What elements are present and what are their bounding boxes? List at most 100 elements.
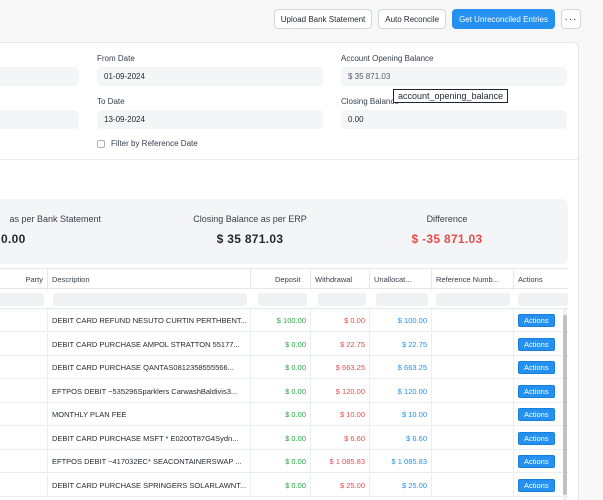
from-date-label: From Date [97, 54, 135, 63]
reference-cell [432, 309, 514, 332]
from-date-input[interactable]: 01-09-2024 [97, 67, 323, 86]
actions-filter-input[interactable] [518, 293, 568, 306]
unallocated-filter-input[interactable] [376, 293, 428, 306]
description-cell: DEBIT CARD PURCHASE AMPOL STRATTON 55177… [48, 332, 251, 356]
row-actions-button[interactable]: Actions [518, 314, 555, 327]
reference-cell [432, 403, 514, 426]
column-header-description[interactable]: Description [48, 269, 251, 290]
to-date-input[interactable]: 13-09-2024 [97, 110, 323, 129]
table-row[interactable]: DEBIT CARD PURCHASE MSFT * E0200T87G4Syd… [0, 426, 568, 450]
ellipsis-icon: ··· [564, 13, 578, 25]
table-row[interactable]: EFTPOS DEBIT ~535296Sparklers CarwashBal… [0, 379, 568, 403]
description-cell: DEBIT CARD PURCHASE SPRINGERS SOLARLAWNT… [48, 473, 251, 497]
withdrawal-cell: $ 120.00 [311, 379, 370, 403]
closing-balance-input[interactable]: 0.00 [341, 110, 567, 129]
column-header-withdrawal[interactable]: Withdrawal [311, 269, 370, 290]
deposit-cell: $ 0.00 [251, 473, 311, 497]
filter-by-reference-date-checkbox[interactable] [97, 139, 105, 148]
unallocated-cell: $ 1 085.83 [370, 450, 432, 473]
withdrawal-cell: $ 0.00 [311, 309, 370, 332]
actions-cell: Actions [514, 356, 568, 379]
row-actions-button[interactable]: Actions [518, 361, 555, 374]
party-cell [0, 450, 48, 473]
reference-filter-input[interactable] [436, 293, 510, 306]
deposit-cell: $ 0.00 [251, 403, 311, 426]
withdrawal-cell: $ 6.60 [311, 426, 370, 450]
party-cell [0, 379, 48, 403]
unallocated-cell: $ 663.25 [370, 356, 432, 379]
reference-cell [432, 450, 514, 473]
row-actions-button[interactable]: Actions [518, 478, 555, 492]
withdrawal-cell: $ 10.00 [311, 403, 370, 426]
deposit-cell: $ 0.00 [251, 450, 311, 473]
description-cell: EFTPOS DEBIT ~535296Sparklers CarwashBal… [48, 379, 251, 403]
table-row[interactable]: DEBIT CARD REFUND NESUTO CURTIN PERTHBEN… [0, 309, 568, 332]
table-row[interactable]: DEBIT CARD PURCHASE QANTAS0812358555566.… [0, 356, 568, 379]
column-header-party[interactable]: Party [0, 269, 48, 290]
unallocated-cell: $ 10.00 [370, 403, 432, 426]
get-unreconciled-entries-button[interactable]: Get Unreconciled Entries [452, 9, 555, 29]
column-header-deposit[interactable]: Deposit [251, 269, 311, 290]
row-actions-button[interactable]: Actions [518, 408, 555, 421]
to-date-label: To Date [97, 97, 125, 106]
company-field[interactable] [0, 110, 79, 129]
row-actions-button[interactable]: Actions [518, 337, 555, 351]
bank-account-field[interactable] [0, 67, 79, 86]
actions-cell: Actions [514, 474, 568, 497]
column-header-reference[interactable]: Reference Numb... [432, 269, 514, 290]
party-cell [0, 426, 48, 450]
erp-balance-value: $ 35 871.03 [216, 232, 284, 246]
bank-balance-label: as per Bank Statement [9, 214, 101, 224]
auto-reconcile-button[interactable]: Auto Reconcile [378, 9, 447, 29]
actions-cell: Actions [514, 309, 568, 332]
filter-by-reference-date[interactable]: Filter by Reference Date [97, 139, 198, 148]
bank-reconciliation-card: From Date 01-09-2024 To Date 13-09-2024 … [0, 42, 579, 500]
withdrawal-cell: $ 663.25 [311, 356, 370, 379]
withdrawal-filter-input[interactable] [318, 293, 366, 306]
party-cell [0, 332, 48, 356]
page-toolbar: Upload Bank Statement Auto Reconcile Get… [273, 9, 581, 29]
party-cell [0, 403, 48, 426]
deposit-cell: $ 100.00 [251, 309, 311, 332]
opening-balance-label: Account Opening Balance [341, 54, 434, 63]
table-header: Party Description Deposit Withdrawal Una… [0, 268, 568, 290]
actions-cell: Actions [514, 333, 568, 356]
description-cell: DEBIT CARD PURCHASE MSFT * E0200T87G4Syd… [48, 426, 251, 450]
party-cell [0, 309, 48, 332]
unallocated-cell: $ 22.75 [370, 332, 432, 356]
deposit-filter-input[interactable] [258, 293, 307, 306]
description-cell: DEBIT CARD PURCHASE QANTAS0812358555566.… [48, 356, 251, 379]
more-options-button[interactable]: ··· [561, 9, 581, 29]
erp-closing-balance: Closing Balance as per ERP $ 35 871.03 [175, 214, 325, 246]
table-row[interactable]: MONTHLY PLAN FEE $ 0.00 $ 10.00 $ 10.00 Acti… [0, 403, 568, 426]
row-actions-button[interactable]: Actions [518, 431, 555, 445]
column-header-unallocated[interactable]: Unallocat... [370, 269, 432, 290]
filter-by-reference-date-label: Filter by Reference Date [111, 139, 198, 148]
actions-cell: Actions [514, 403, 568, 426]
withdrawal-cell: $ 22.75 [311, 332, 370, 356]
column-header-actions: Actions [518, 275, 543, 284]
party-filter-input[interactable] [0, 293, 44, 306]
reference-cell [432, 379, 514, 403]
upload-bank-statement-button[interactable]: Upload Bank Statement [273, 9, 373, 29]
deposit-cell: $ 0.00 [251, 332, 311, 356]
table-row[interactable]: DEBIT CARD PURCHASE SPRINGERS SOLARLAWNT… [0, 473, 568, 497]
reference-cell [432, 356, 514, 379]
closing-balance-label: Closing Balance [341, 97, 399, 106]
bank-balance-value: 0.00 [1, 232, 26, 246]
table-scrollbar-thumb[interactable] [563, 315, 567, 495]
table-scrollbar[interactable] [563, 309, 567, 500]
description-cell: DEBIT CARD REFUND NESUTO CURTIN PERTHBEN… [48, 309, 251, 332]
description-cell: EFTPOS DEBIT ~417032EC* SEACONTAINERSWAP… [48, 450, 251, 473]
actions-cell: Actions [514, 427, 568, 450]
description-filter-input[interactable] [53, 293, 247, 306]
opening-balance-input[interactable]: $ 35 871.03 [341, 67, 567, 86]
table-row[interactable]: EFTPOS DEBIT ~417032EC* SEACONTAINERSWAP… [0, 450, 568, 473]
unallocated-cell: $ 120.00 [370, 379, 432, 403]
difference: Difference $ -35 871.03 [372, 214, 522, 246]
difference-value: $ -35 871.03 [411, 232, 483, 246]
row-actions-button[interactable]: Actions [518, 384, 555, 398]
table-row[interactable]: DEBIT CARD PURCHASE AMPOL STRATTON 55177… [0, 332, 568, 356]
row-actions-button[interactable]: Actions [518, 455, 555, 468]
section-divider [0, 159, 578, 160]
